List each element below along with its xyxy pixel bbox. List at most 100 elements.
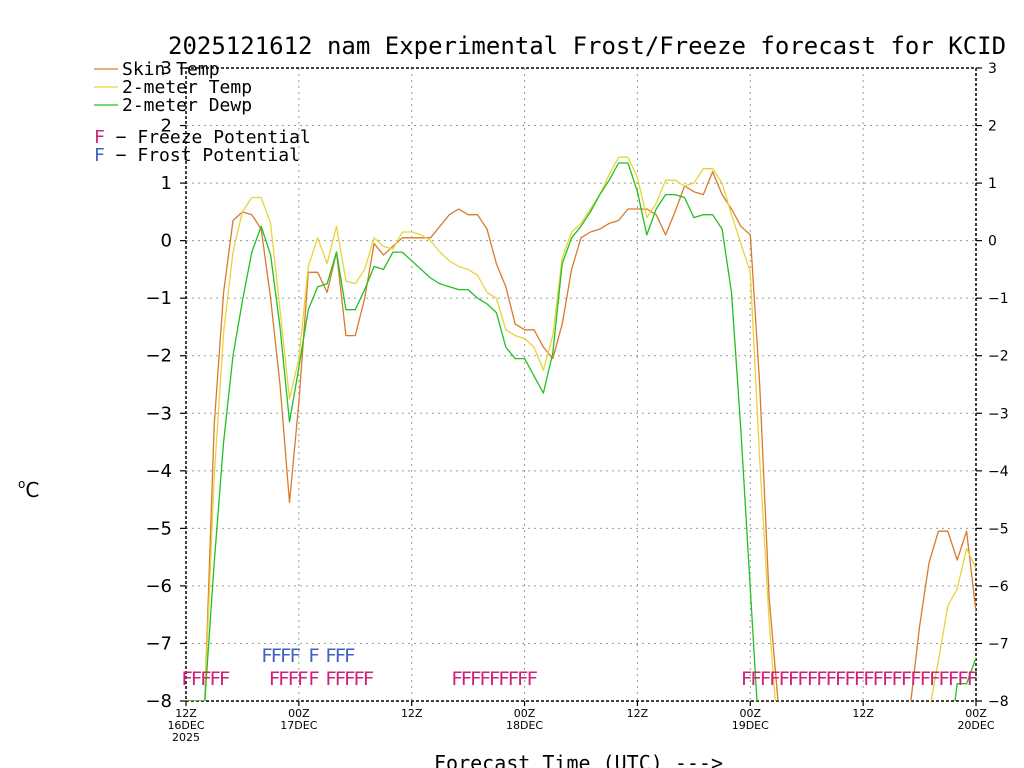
- frost-flag: F: [261, 645, 272, 667]
- freeze-flag: F: [760, 668, 771, 690]
- freeze-flag: F: [863, 668, 874, 690]
- freeze-flag: F: [479, 668, 490, 690]
- y-tick-label-right: 2: [988, 119, 997, 135]
- x-tick-label: 12Z: [175, 707, 197, 720]
- freeze-flag: F: [891, 668, 902, 690]
- x-tick-label: 00Z: [288, 707, 310, 720]
- y-tick-label: −5: [145, 518, 172, 539]
- y-tick-label-right: −3: [988, 406, 1009, 422]
- y-tick-label-right: −1: [988, 291, 1009, 307]
- x-tick-label: 18DEC: [506, 719, 543, 732]
- y-tick-label-right: −8: [988, 694, 1009, 710]
- freeze-flag: F: [297, 668, 308, 690]
- plot-frame: [185, 67, 977, 702]
- freeze-flag: F: [816, 668, 827, 690]
- y-tick-label: 0: [161, 231, 172, 252]
- freeze-flag: F: [769, 668, 780, 690]
- y-tick-label: −2: [145, 346, 172, 367]
- legend-freeze-text: − Freeze Potential: [105, 127, 311, 148]
- freeze-flag: F: [882, 668, 893, 690]
- freeze-flag: F: [957, 668, 968, 690]
- legend: Skin Temp 2-meter Temp 2-meter Dewp F − …: [94, 59, 311, 166]
- freeze-flag: F: [219, 668, 230, 690]
- legend-freeze-f: F: [94, 127, 105, 148]
- freeze-flag: F: [854, 668, 865, 690]
- x-tick-label: 2025: [172, 731, 200, 744]
- freeze-flag: F: [210, 668, 221, 690]
- y-tick-label: −7: [145, 633, 172, 654]
- y-tick-label: 3: [161, 58, 172, 79]
- freeze-flag: F: [181, 668, 192, 690]
- y-axis-right: 3 2 1 0 −1 −2 −3 −4 −5 −6 −7 −8: [976, 61, 1009, 710]
- freeze-flag: F: [844, 668, 855, 690]
- freeze-flag: F: [363, 668, 374, 690]
- freeze-flag: F: [901, 668, 912, 690]
- frost-flag: F: [335, 645, 346, 667]
- freeze-flag: F: [470, 668, 481, 690]
- freeze-flag: F: [948, 668, 959, 690]
- freeze-flag: F: [288, 668, 299, 690]
- freeze-flag: F: [938, 668, 949, 690]
- freeze-flag: F: [967, 668, 978, 690]
- y-tick-label-right: 0: [988, 234, 997, 250]
- y-tick-label: −1: [145, 288, 172, 309]
- y-tick-label: −4: [145, 461, 172, 482]
- freeze-flag: F: [498, 668, 509, 690]
- legend-freeze-potential: F − Freeze Potential: [94, 127, 311, 148]
- series-line-skin-temp: [186, 170, 976, 701]
- freeze-flag: F: [278, 668, 289, 690]
- freeze-flag: F: [308, 668, 319, 690]
- x-tick-label: 16DEC: [167, 719, 204, 732]
- x-tick-label: 12Z: [401, 707, 423, 720]
- freeze-flag: F: [489, 668, 500, 690]
- freeze-flag: F: [910, 668, 921, 690]
- frost-flag: F: [308, 645, 319, 667]
- legend-2m-dewp: 2-meter Dewp: [122, 95, 252, 116]
- series-line-2-meter-dewp: [186, 162, 976, 701]
- y-tick-label: 1: [161, 173, 172, 194]
- freeze-flag: F: [920, 668, 931, 690]
- x-tick-label: 20DEC: [957, 719, 994, 732]
- freeze-flag: F: [797, 668, 808, 690]
- legend-frost-potential: F − Frost Potential: [94, 145, 300, 166]
- freeze-flag: F: [269, 668, 280, 690]
- legend-frost-f: F: [94, 145, 105, 166]
- freeze-flag: F: [873, 668, 884, 690]
- x-tick-label: 00Z: [740, 707, 762, 720]
- x-tick-label: 00Z: [514, 707, 536, 720]
- legend-frost-text: − Frost Potential: [105, 145, 300, 166]
- y-tick-label-right: −5: [988, 521, 1009, 537]
- y-axis-label: oC: [18, 477, 39, 502]
- freeze-flag: F: [826, 668, 837, 690]
- unit-letter: C: [25, 478, 39, 502]
- frost-flag: F: [344, 645, 355, 667]
- freeze-flag: F: [779, 668, 790, 690]
- freeze-flag: F: [191, 668, 202, 690]
- grid: [186, 68, 976, 701]
- y-tick-label-right: −2: [988, 349, 1009, 365]
- freeze-flag: F: [741, 668, 752, 690]
- frost-flag: F: [280, 645, 291, 667]
- freeze-flag: F: [929, 668, 940, 690]
- x-tick-label: 19DEC: [732, 719, 769, 732]
- y-tick-label-right: −6: [988, 579, 1009, 595]
- y-tick-label-right: −7: [988, 636, 1009, 652]
- freeze-flag: F: [526, 668, 537, 690]
- frost-flag: F: [289, 645, 300, 667]
- y-tick-label: −3: [145, 403, 172, 424]
- freeze-flag: F: [451, 668, 462, 690]
- freeze-flag: F: [835, 668, 846, 690]
- x-axis-label: Forecast Time (UTC) --->: [434, 751, 723, 768]
- freeze-flag: F: [788, 668, 799, 690]
- y-tick-label: 2: [161, 116, 172, 137]
- freeze-flag: F: [200, 668, 211, 690]
- x-tick-label: 12Z: [852, 707, 874, 720]
- freeze-flag: F: [517, 668, 528, 690]
- series-layer: [186, 156, 976, 701]
- freeze-flag: F: [508, 668, 519, 690]
- y-tick-label: −8: [145, 691, 172, 712]
- chart-title: 2025121612 nam Experimental Frost/Freeze…: [168, 32, 1006, 60]
